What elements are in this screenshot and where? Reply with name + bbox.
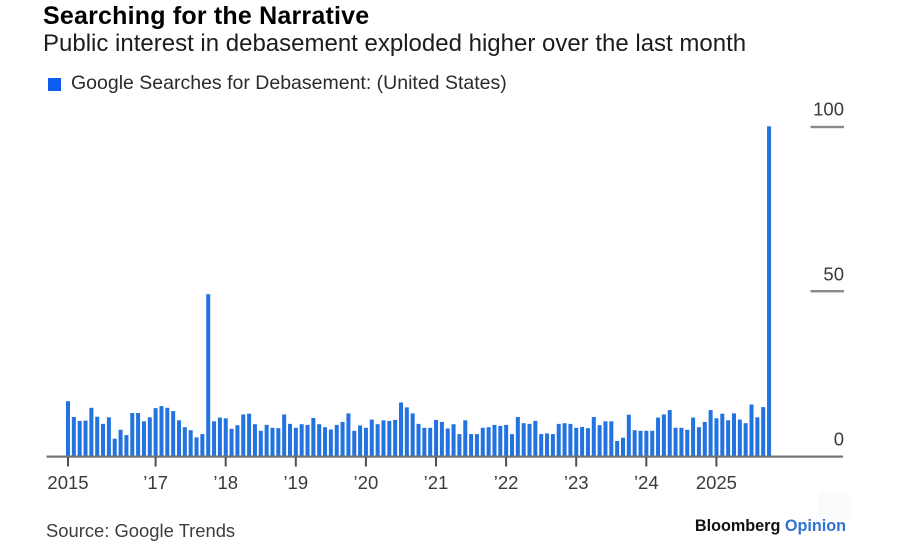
svg-text:50: 50 xyxy=(823,264,844,285)
svg-text:2015: 2015 xyxy=(47,472,88,493)
svg-text:’22: ’22 xyxy=(494,472,519,493)
svg-text:2025: 2025 xyxy=(696,472,737,493)
svg-text:100: 100 xyxy=(813,99,844,120)
svg-text:’24: ’24 xyxy=(634,472,659,493)
svg-text:’17: ’17 xyxy=(143,472,168,493)
svg-text:’18: ’18 xyxy=(213,472,238,493)
svg-text:’21: ’21 xyxy=(424,472,449,493)
svg-text:’19: ’19 xyxy=(283,472,308,493)
svg-text:0: 0 xyxy=(834,429,844,450)
svg-text:’20: ’20 xyxy=(354,472,379,493)
svg-text:’23: ’23 xyxy=(564,472,589,493)
